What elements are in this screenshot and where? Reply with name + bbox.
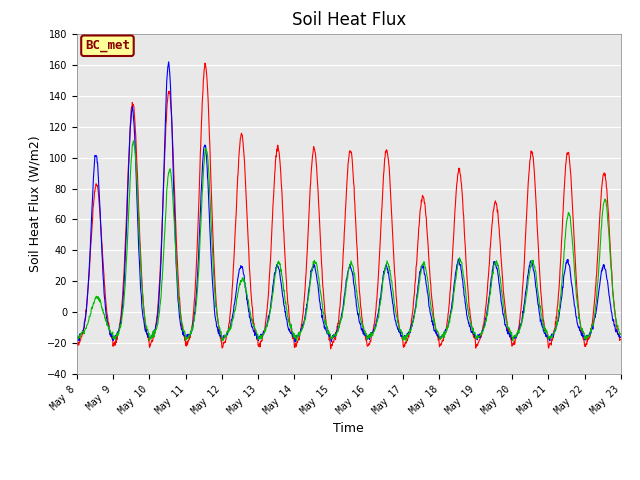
SHF3: [505, 325, 513, 331]
SHF3: [255, 334, 263, 339]
Line: SHF1: SHF1: [77, 63, 620, 349]
SHF3: [553, 322, 561, 328]
SHF3: [434, 328, 442, 334]
SHF1: [73, 341, 81, 347]
SHF1: [201, 60, 209, 66]
SHF3: [130, 138, 138, 144]
SHF1: [434, 334, 442, 340]
Text: BC_met: BC_met: [85, 39, 130, 52]
SHF3: [616, 331, 624, 337]
Line: SHF3: SHF3: [77, 141, 620, 341]
SHF2: [181, 333, 189, 338]
SHF2: [73, 336, 81, 341]
SHF2: [255, 336, 263, 341]
SHF3: [403, 338, 410, 344]
Line: SHF2: SHF2: [77, 62, 620, 342]
SHF1: [616, 336, 624, 342]
SHF3: [181, 329, 189, 335]
SHF1: [194, 231, 202, 237]
SHF2: [434, 332, 442, 337]
X-axis label: Time: Time: [333, 421, 364, 435]
SHF1: [255, 344, 263, 349]
SHF2: [553, 324, 561, 329]
SHF1: [180, 334, 188, 340]
Title: Soil Heat Flux: Soil Heat Flux: [292, 11, 406, 29]
SHF1: [327, 346, 335, 352]
Legend: SHF1, SHF2, SHF3: SHF1, SHF2, SHF3: [214, 475, 484, 480]
SHF1: [505, 330, 513, 336]
SHF3: [194, 276, 202, 282]
SHF2: [616, 334, 624, 340]
SHF3: [73, 336, 81, 342]
SHF2: [194, 262, 202, 268]
SHF1: [553, 316, 561, 322]
Y-axis label: Soil Heat Flux (W/m2): Soil Heat Flux (W/m2): [28, 136, 41, 272]
SHF2: [505, 329, 513, 335]
SHF2: [164, 59, 172, 65]
SHF2: [291, 339, 299, 345]
